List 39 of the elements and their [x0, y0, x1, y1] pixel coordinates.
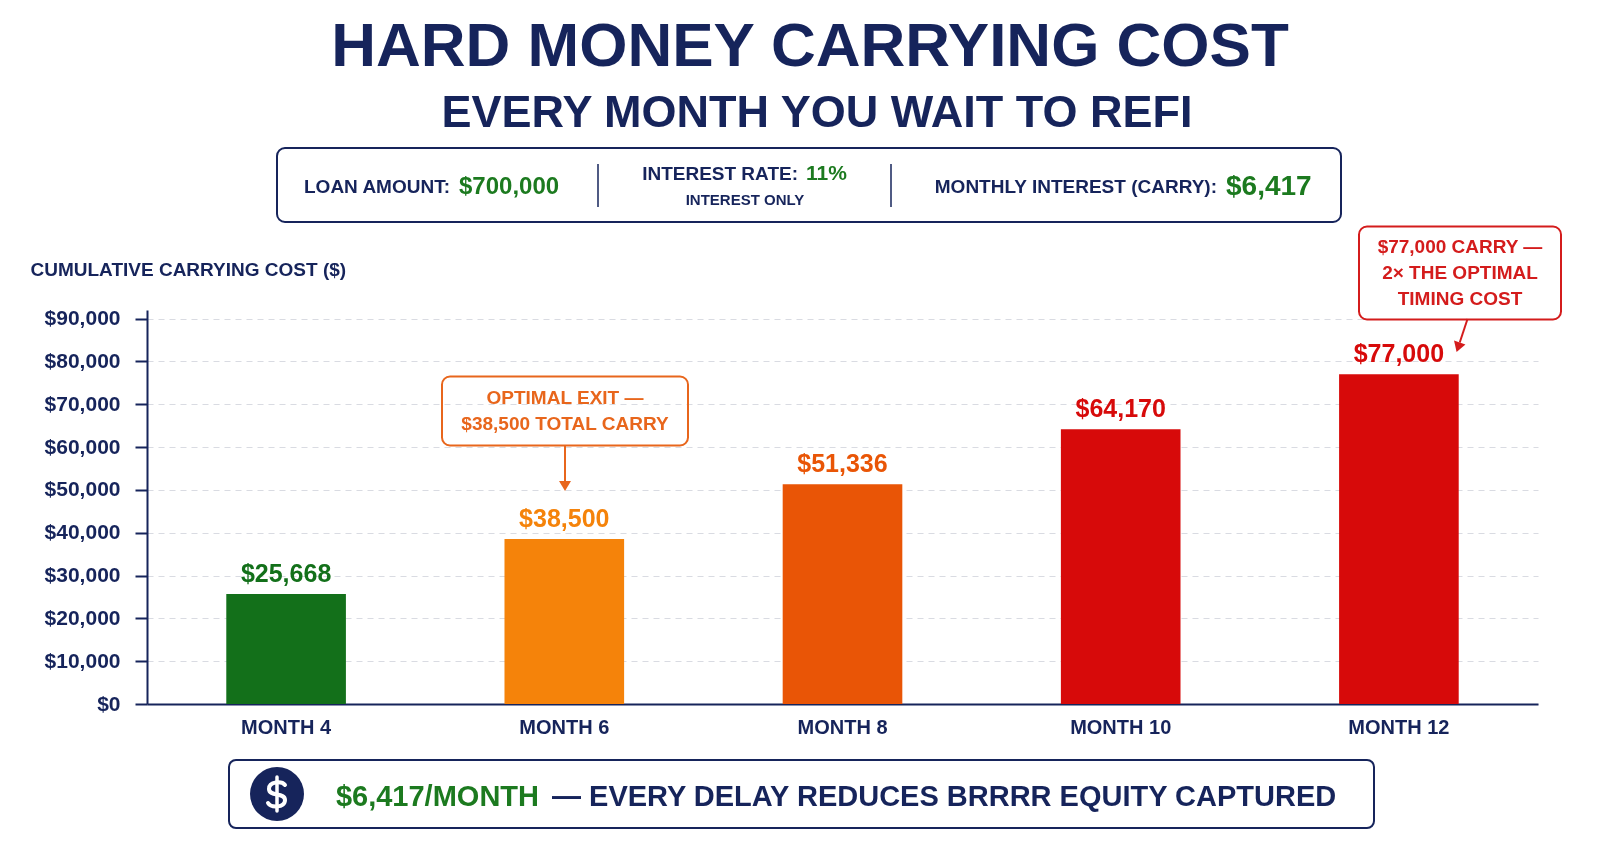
bar [1339, 374, 1459, 704]
text: INTEREST ONLY [685, 191, 805, 208]
y-tick-label: $0 [97, 691, 121, 715]
y-tick-label: $70,000 [44, 391, 121, 415]
text: LOAN AMOUNT: [304, 176, 450, 197]
text: $77,000 CARRY — 2× THE OPTIMAL TIMING COST [1377, 236, 1543, 309]
y-tick-label: $10,000 [44, 648, 121, 672]
data-label: $77,000 [1353, 339, 1445, 368]
y-axis-title: CUMULATIVE CARRYING COST ($) [30, 258, 347, 280]
text: MONTHLY INTEREST (CARRY): [934, 176, 1217, 197]
x-tick-label: MONTH 6 [519, 715, 610, 738]
x-tick-label: MONTH 8 [797, 715, 888, 738]
y-tick-label: $40,000 [44, 520, 121, 544]
y-tick-label: $50,000 [44, 477, 121, 501]
y-tick-label: $20,000 [44, 605, 121, 629]
x-tick-label: MONTH 12 [1348, 715, 1450, 738]
bar [504, 539, 625, 704]
bar [226, 594, 346, 704]
data-label: $64,170 [1075, 394, 1166, 423]
chart-title: HARD MONEY CARRYING COST [331, 10, 1289, 79]
bar [1060, 429, 1181, 704]
y-tick-label: $80,000 [44, 348, 121, 372]
x-tick-label: MONTH 4 [241, 715, 332, 738]
chart-subtitle: EVERY MONTH YOU WAIT TO REFI [441, 86, 1193, 137]
text: $700,000 [459, 172, 560, 199]
data-label: $38,500 [519, 504, 610, 533]
text: INTEREST RATE: [642, 163, 798, 184]
data-label: $51,336 [797, 449, 888, 478]
y-tick-label: $90,000 [44, 306, 121, 330]
text: $6,417/MONTH [335, 780, 539, 812]
text: 11% [806, 161, 848, 184]
annotation: OPTIMAL EXIT — $38,500 TOTAL CARRY [461, 387, 669, 434]
y-tick-label: $60,000 [44, 434, 121, 458]
data-label: $25,668 [240, 559, 332, 588]
y-tick-label: $30,000 [44, 563, 121, 587]
x-tick-label: MONTH 10 [1070, 715, 1172, 738]
text: $6,417 [1226, 170, 1312, 201]
text: — EVERY DELAY REDUCES BRRRR EQUITY CAPTURED [552, 780, 1337, 812]
bar [782, 484, 903, 704]
